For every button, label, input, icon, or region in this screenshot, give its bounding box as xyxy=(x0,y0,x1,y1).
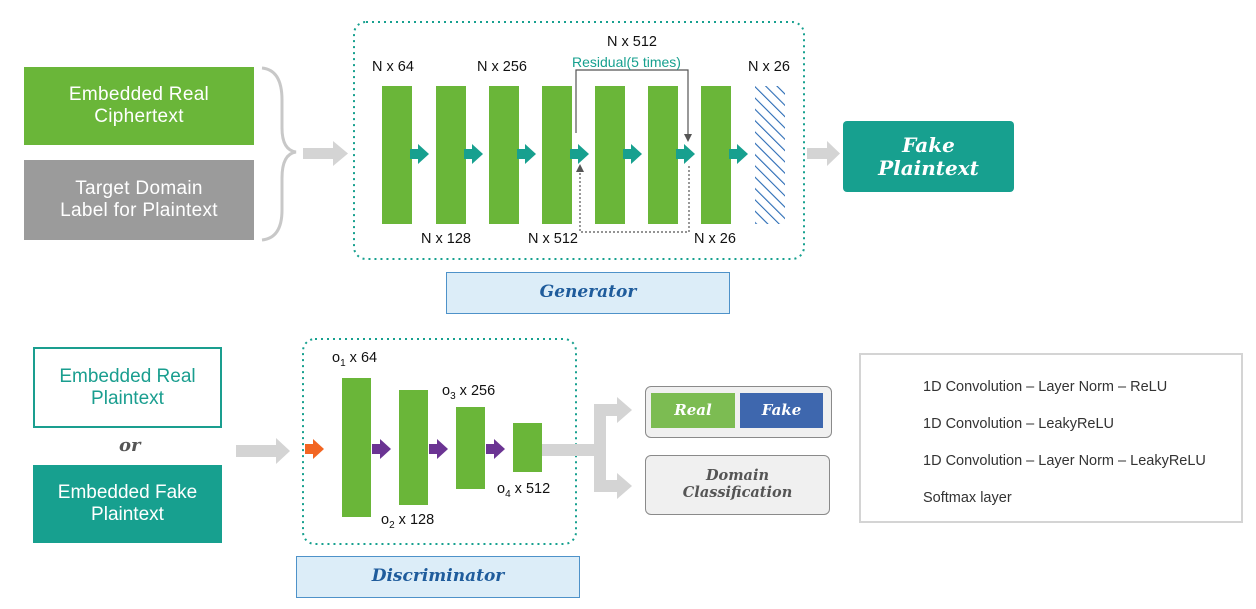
gen-arrow-5 xyxy=(623,144,642,164)
embedded-fake-plaintext-label: Embedded Fake Plaintext xyxy=(57,482,198,525)
fake-output-label: Fake xyxy=(761,400,802,419)
gen-layer-2 xyxy=(436,86,466,224)
discriminator-layers xyxy=(305,378,542,517)
gen-dim-top-3: N x 512 xyxy=(607,34,657,50)
disc-input-arrow xyxy=(236,438,290,464)
disc-arrow-3 xyxy=(486,439,505,459)
disc-arrow-in xyxy=(305,439,324,459)
gen-layer-7 xyxy=(701,86,731,224)
legend-item-3: 1D Convolution – Layer Norm – LeakyReLU xyxy=(923,453,1206,469)
gen-dim-top-2: N x 256 xyxy=(477,59,527,75)
gen-dim-bottom-3: N x 26 xyxy=(694,231,736,247)
softmax-layer xyxy=(755,86,785,224)
disc-dim-o4: o4 x 512 xyxy=(497,481,551,500)
split-connector xyxy=(542,397,632,499)
embedded-real-plaintext-label: Embedded Real Plaintext xyxy=(59,365,196,409)
gen-arrow-1 xyxy=(410,144,429,164)
discriminator-label: Discriminator xyxy=(371,566,505,587)
generator-frame xyxy=(353,21,805,260)
gen-layer-6 xyxy=(648,86,678,224)
gen-dim-bottom-1: N x 128 xyxy=(421,231,471,247)
disc-layer-2 xyxy=(399,390,428,505)
gen-layer-1 xyxy=(382,86,412,224)
domain-classification-label: Domain Classification xyxy=(682,467,793,501)
gen-arrow-4 xyxy=(570,144,589,164)
disc-arrow-1 xyxy=(372,439,391,459)
discriminator-label-box: Discriminator xyxy=(296,556,580,598)
embedded-real-ciphertext-box: Embedded Real Ciphertext xyxy=(24,67,254,145)
gen-arrow-3 xyxy=(517,144,536,164)
output-arrow xyxy=(807,141,840,166)
input-arrow xyxy=(303,141,348,166)
generator-label: Generator xyxy=(539,282,637,303)
residual-label: Residual(5 times) xyxy=(572,54,681,70)
disc-layer-1 xyxy=(342,378,371,517)
gen-dim-bottom-2: N x 512 xyxy=(528,231,578,247)
disc-layer-4 xyxy=(513,423,542,472)
generator-layers xyxy=(382,86,785,224)
gen-layer-3 xyxy=(489,86,519,224)
embedded-fake-plaintext-box: Embedded Fake Plaintext xyxy=(33,465,222,543)
real-output-label: Real xyxy=(674,400,712,419)
fake-output-box: Fake xyxy=(740,393,823,428)
disc-arrow-2 xyxy=(429,439,448,459)
embedded-real-ciphertext-label: Embedded Real Ciphertext xyxy=(68,84,210,127)
gen-layer-4 xyxy=(542,86,572,224)
gen-arrow-7 xyxy=(729,144,748,164)
target-domain-label-text: Target Domain Label for Plaintext xyxy=(60,178,218,221)
domain-classification-box: Domain Classification xyxy=(645,455,830,515)
disc-dim-o1: o1 x 64 xyxy=(332,350,378,369)
gen-dim-top-1: N x 64 xyxy=(372,59,414,75)
fake-plaintext-box: Fake Plaintext xyxy=(843,121,1014,192)
target-domain-label-box: Target Domain Label for Plaintext xyxy=(24,160,254,240)
fake-plaintext-label: Fake Plaintext xyxy=(878,132,979,180)
gen-layer-5 xyxy=(595,86,625,224)
embedded-real-plaintext-box: Embedded Real Plaintext xyxy=(33,347,222,428)
legend-item-1: 1D Convolution – Layer Norm – ReLU xyxy=(923,379,1168,395)
disc-layer-3 xyxy=(456,407,485,489)
generator-label-box: Generator xyxy=(446,272,730,314)
gen-dim-top-4: N x 26 xyxy=(748,59,790,75)
legend-item-2: 1D Convolution – LeakyReLU xyxy=(923,416,1115,432)
real-output-box: Real xyxy=(651,393,735,428)
gen-arrow-2 xyxy=(464,144,483,164)
residual-connector xyxy=(575,69,692,233)
legend-item-4: Softmax layer xyxy=(923,490,1012,506)
gen-arrow-6 xyxy=(676,144,695,164)
disc-dim-o3: o3 x 256 xyxy=(442,383,496,402)
disc-dim-o2: o2 x 128 xyxy=(381,512,435,531)
legend xyxy=(859,353,1243,523)
input-brace xyxy=(261,66,297,242)
or-label: or xyxy=(119,435,141,456)
